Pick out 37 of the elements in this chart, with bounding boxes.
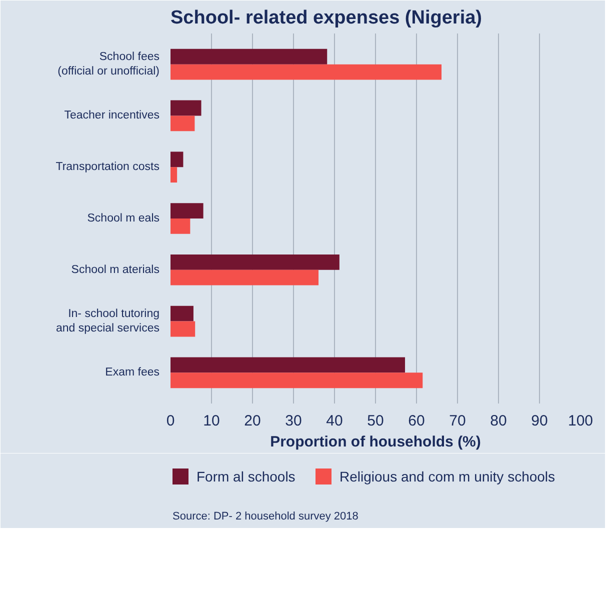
x-tick-label: 70 (449, 412, 466, 430)
bar (170, 203, 204, 218)
bar (170, 48, 328, 64)
x-tick-label: 80 (490, 412, 507, 430)
x-tick-label: 90 (531, 412, 548, 430)
x-tick-label: 0 (166, 412, 175, 430)
bar (170, 372, 423, 388)
bar (170, 321, 196, 337)
bar (170, 116, 195, 132)
x-tick-label: 60 (408, 412, 425, 430)
chart-title: School- related expenses (Nigeria) (170, 8, 482, 28)
x-tick-label: 50 (367, 412, 384, 430)
y-tick-label: School m eals (87, 212, 160, 224)
bar (170, 64, 442, 80)
x-tick-label: 20 (244, 412, 261, 430)
x-axis-title: Proportion of households (%) (270, 434, 481, 450)
legend-label: Form al schools (196, 468, 296, 484)
bar (170, 152, 184, 168)
bar (170, 306, 194, 322)
y-tick-label: School fees (official or unofficial) (58, 51, 160, 78)
bar (170, 254, 340, 270)
bar (170, 218, 190, 234)
y-tick-label: School m aterials (71, 264, 160, 276)
bar (170, 357, 406, 373)
x-tick-label: 100 (568, 412, 594, 430)
bar (170, 100, 202, 116)
x-tick-label: 40 (326, 412, 343, 430)
y-tick-label: Teacher incentives (64, 110, 160, 122)
bar (170, 167, 178, 183)
x-tick-label: 10 (203, 412, 220, 430)
bar (170, 270, 319, 286)
y-tick-label: Exam fees (105, 366, 160, 379)
x-tick-label: 30 (285, 412, 302, 430)
source-note: Source: DP- 2 household survey 2018 (172, 510, 358, 522)
y-tick-label: In- school tutoring and special services (56, 308, 160, 334)
y-tick-label: Transportation costs (56, 161, 160, 174)
legend-label: Religious and com m unity schools (340, 468, 556, 484)
